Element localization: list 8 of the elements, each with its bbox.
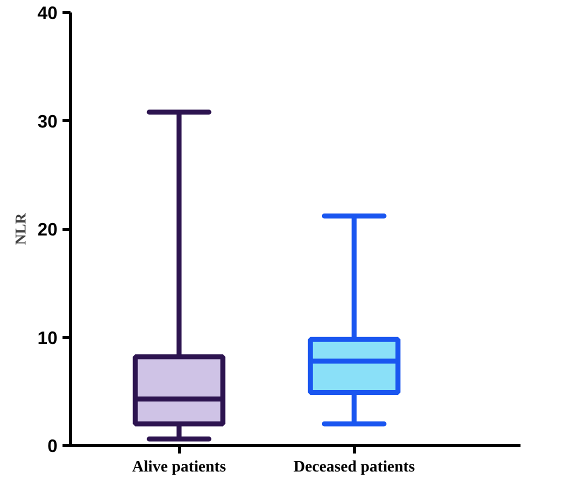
y-tick-label: 10: [37, 328, 58, 348]
y-tick-label: 0: [47, 436, 58, 456]
x-tick-label: Deceased patients: [294, 458, 415, 476]
y-tick-label: 30: [37, 111, 58, 132]
y-tick-label: 40: [37, 3, 58, 23]
x-tick-label: Alive patients: [132, 458, 226, 476]
y-tick-label: 20: [37, 220, 58, 240]
y-axis-title: NLR: [13, 213, 30, 245]
